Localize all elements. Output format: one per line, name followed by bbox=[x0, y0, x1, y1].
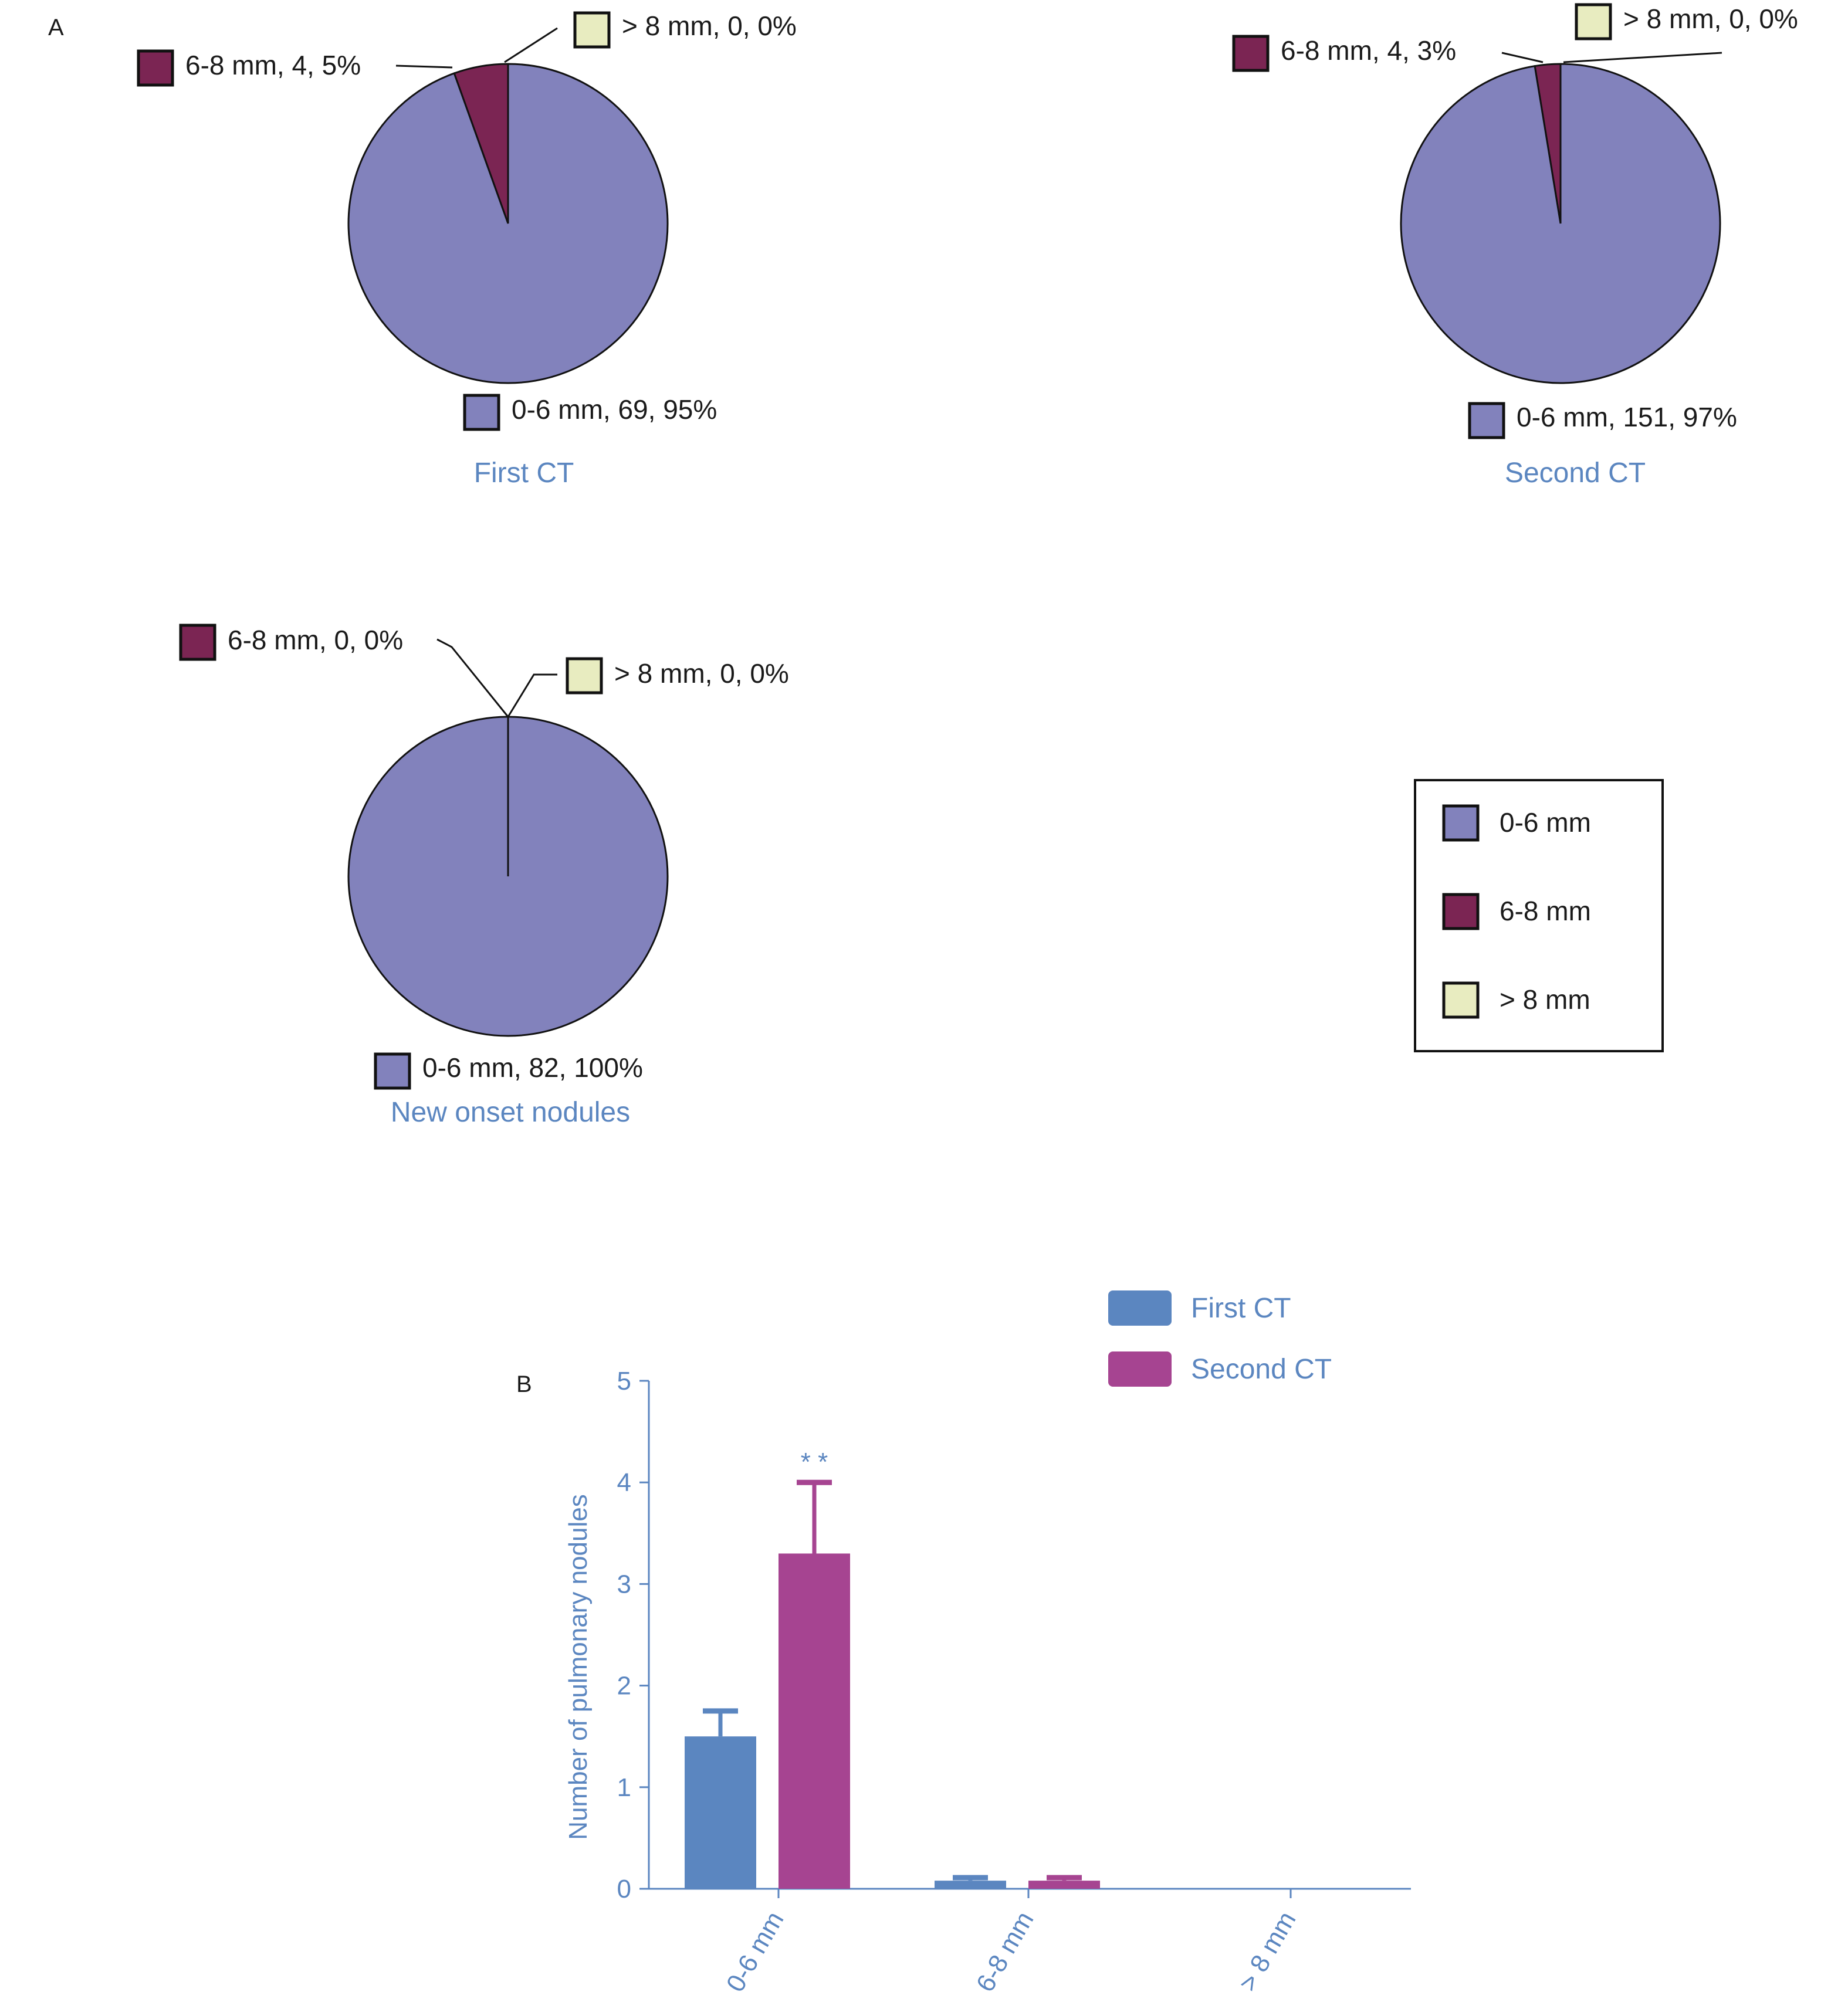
pie-legend-label: > 8 mm bbox=[1500, 984, 1590, 1015]
bar-legend: First CT Second CT bbox=[1108, 1290, 1332, 1387]
pie-label-swatch bbox=[1575, 3, 1612, 40]
bar-first-ct bbox=[685, 1736, 756, 1889]
x-tick-label: > 8 mm bbox=[1233, 1907, 1301, 1997]
pie-slice-label: 6-8 mm, 0, 0% bbox=[228, 625, 403, 655]
bar-second-ct bbox=[779, 1553, 850, 1889]
pie-label-swatch bbox=[573, 11, 611, 49]
pie-slice-label: > 8 mm, 0, 0% bbox=[1623, 4, 1798, 34]
pie-slice-label: > 8 mm, 0, 0% bbox=[614, 658, 789, 689]
pie-legend-swatch bbox=[1442, 893, 1480, 930]
pie-legend: 0-6 mm 6-8 mm > 8 mm bbox=[1414, 779, 1664, 1052]
pie-label-swatch bbox=[463, 394, 500, 431]
y-tick-label: 3 bbox=[617, 1570, 631, 1598]
pie-leader-line bbox=[1501, 52, 1544, 63]
panel-label-b: B bbox=[516, 1371, 532, 1397]
bar-legend-label: Second CT bbox=[1191, 1354, 1332, 1385]
bar-legend-swatch bbox=[1108, 1351, 1172, 1387]
pie-slice-label: 6-8 mm, 4, 5% bbox=[185, 50, 361, 80]
pie-caption: Second CT bbox=[1505, 458, 1646, 489]
pie-legend-swatch bbox=[1442, 981, 1480, 1019]
bar-legend-label: First CT bbox=[1191, 1293, 1291, 1324]
pie-slice-label: 0-6 mm, 82, 100% bbox=[422, 1052, 643, 1083]
bar-second-ct bbox=[1028, 1881, 1100, 1889]
pie-chart-3: 0-6 mm, 82, 100% 6-8 mm, 0, 0% > 8 mm, 0, … bbox=[179, 624, 789, 1128]
pie-legend-swatch bbox=[1442, 804, 1480, 842]
pie-chart-2: 0-6 mm, 151, 97% 6-8 mm, 4, 3% > 8 mm, 0, … bbox=[1232, 3, 1798, 489]
pie-chart-1: 0-6 mm, 69, 95% 6-8 mm, 4, 5% > 8 mm, 0, 0… bbox=[137, 11, 797, 489]
y-tick-label: 1 bbox=[617, 1773, 631, 1802]
pie-slice-label: 0-6 mm, 69, 95% bbox=[512, 394, 717, 425]
pie-leader-line bbox=[504, 27, 558, 63]
pie-label-swatch bbox=[1232, 35, 1270, 72]
pie-label-swatch bbox=[1468, 402, 1505, 439]
pie-slice-label: 6-8 mm, 4, 3% bbox=[1281, 35, 1456, 66]
pie-caption: First CT bbox=[474, 458, 574, 489]
pie-legend-label: 6-8 mm bbox=[1500, 896, 1591, 926]
pie-slice-label: > 8 mm, 0, 0% bbox=[622, 11, 797, 41]
bar-first-ct bbox=[935, 1881, 1006, 1889]
y-tick-label: 5 bbox=[617, 1367, 631, 1395]
pie-leader-line bbox=[507, 673, 557, 717]
bar-legend-swatch bbox=[1108, 1290, 1172, 1326]
y-axis-label: Number of pulmonary nodules bbox=[564, 1494, 593, 1840]
pie-slice bbox=[1400, 63, 1721, 384]
pie-label-swatch bbox=[179, 624, 216, 661]
y-tick-label: 0 bbox=[617, 1875, 631, 1903]
bar-chart: 0 1 2 3 4 5 Number of pulmonary nodules 0-6 mm 6… bbox=[564, 1367, 1411, 1997]
pie-label-swatch bbox=[137, 49, 174, 87]
pie-slice-label: 0-6 mm, 151, 97% bbox=[1517, 402, 1737, 432]
significance-marker: * * bbox=[801, 1448, 828, 1476]
pie-label-swatch bbox=[566, 657, 603, 695]
pie-slice bbox=[347, 63, 669, 384]
pie-legend-label: 0-6 mm bbox=[1500, 807, 1591, 838]
pie-leader-line bbox=[1563, 52, 1722, 63]
pie-leader-line bbox=[436, 638, 509, 717]
pie-caption: New onset nodules bbox=[391, 1097, 630, 1128]
y-tick-label: 4 bbox=[617, 1468, 631, 1497]
panel-label-a: A bbox=[48, 15, 64, 40]
x-tick-label: 6-8 mm bbox=[971, 1907, 1040, 1997]
x-tick-label: 0-6 mm bbox=[721, 1907, 790, 1997]
y-tick-label: 2 bbox=[617, 1672, 631, 1700]
pie-label-swatch bbox=[374, 1052, 411, 1090]
pie-leader-line bbox=[395, 65, 453, 69]
